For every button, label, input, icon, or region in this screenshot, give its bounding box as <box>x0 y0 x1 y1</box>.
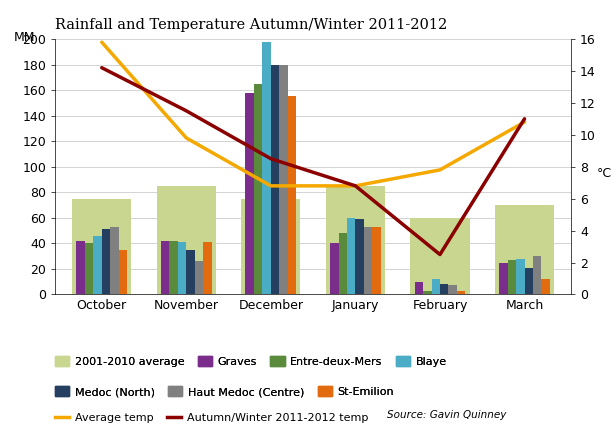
Bar <box>508 260 516 294</box>
Bar <box>364 227 372 294</box>
Bar <box>203 242 212 294</box>
Bar <box>326 186 385 294</box>
Bar <box>347 218 356 294</box>
Legend: Medoc (North), Haut Medoc (Centre), St-Emilion: Medoc (North), Haut Medoc (Centre), St-E… <box>55 386 394 397</box>
Bar <box>195 261 203 294</box>
Bar <box>271 65 279 294</box>
Bar <box>410 218 470 294</box>
Bar <box>330 243 338 294</box>
Bar <box>111 227 119 294</box>
Bar <box>448 285 457 294</box>
Bar <box>524 268 533 294</box>
Bar <box>440 284 448 294</box>
Bar <box>169 241 178 294</box>
Bar <box>457 291 465 294</box>
Bar <box>432 279 440 294</box>
Bar <box>533 256 542 294</box>
Text: Source: Gavin Quinney: Source: Gavin Quinney <box>387 410 506 420</box>
Bar <box>499 262 508 294</box>
Bar <box>279 65 288 294</box>
Y-axis label: °C: °C <box>597 167 612 180</box>
Bar <box>372 227 381 294</box>
Text: Rainfall and Temperature Autumn/Winter 2011-2012: Rainfall and Temperature Autumn/Winter 2… <box>55 18 448 32</box>
Bar <box>246 93 254 294</box>
Bar <box>102 229 111 294</box>
Bar <box>423 291 432 294</box>
Bar <box>288 97 296 294</box>
Bar <box>495 205 554 294</box>
Bar <box>178 242 186 294</box>
Y-axis label: MM: MM <box>14 31 35 44</box>
Bar <box>356 219 364 294</box>
Bar <box>262 42 271 294</box>
Bar <box>93 236 102 294</box>
Bar <box>254 84 262 294</box>
Bar <box>119 250 127 294</box>
Bar <box>157 186 216 294</box>
Legend: Average temp, Autumn/Winter 2011-2012 temp: Average temp, Autumn/Winter 2011-2012 te… <box>55 412 368 423</box>
Bar <box>542 279 550 294</box>
Bar <box>161 241 169 294</box>
Bar <box>241 199 300 294</box>
Bar <box>76 241 85 294</box>
Legend: 2001-2010 average, Graves, Entre-deux-Mers, Blaye: 2001-2010 average, Graves, Entre-deux-Me… <box>55 356 447 367</box>
Bar <box>186 250 195 294</box>
Bar <box>72 199 131 294</box>
Bar <box>85 243 93 294</box>
Bar <box>516 259 524 294</box>
Bar <box>414 282 423 294</box>
Bar <box>338 233 347 294</box>
